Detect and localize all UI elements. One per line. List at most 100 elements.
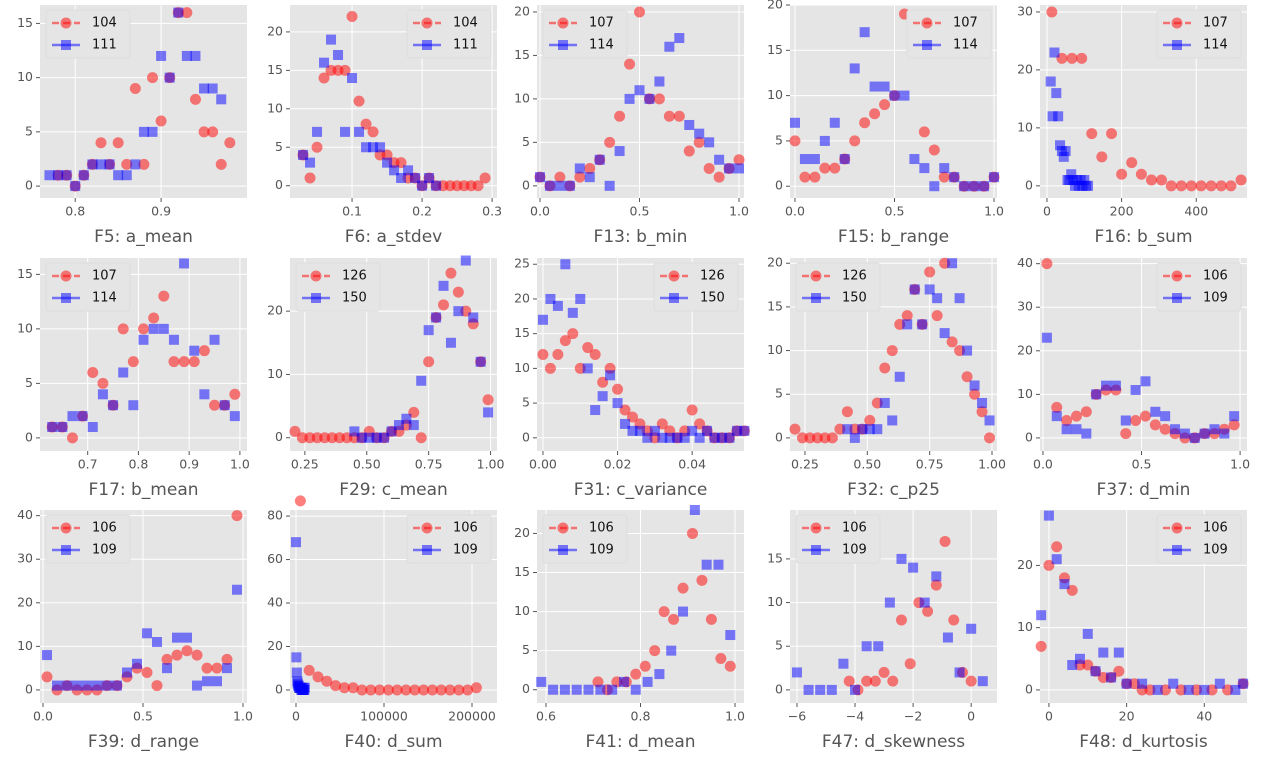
marker xyxy=(849,135,861,147)
legend-marker xyxy=(311,293,321,303)
marker xyxy=(624,58,636,70)
x-tick-label: 0 xyxy=(1043,204,1051,219)
marker xyxy=(575,293,586,304)
marker xyxy=(884,597,895,608)
marker xyxy=(198,345,210,357)
marker xyxy=(724,163,735,174)
marker xyxy=(1058,151,1069,162)
marker xyxy=(70,181,81,192)
marker xyxy=(544,180,555,191)
marker xyxy=(922,605,934,617)
marker xyxy=(859,117,871,129)
marker xyxy=(861,675,873,687)
marker xyxy=(1229,411,1240,422)
marker xyxy=(1185,180,1197,192)
y-tick-label: 0 xyxy=(275,177,283,192)
marker xyxy=(614,110,626,122)
marker xyxy=(942,632,953,643)
marker xyxy=(895,614,907,626)
marker xyxy=(1160,411,1171,422)
marker xyxy=(127,356,139,368)
y-tick-label: 15 xyxy=(17,266,33,281)
marker xyxy=(803,684,814,695)
marker xyxy=(1189,432,1200,443)
marker xyxy=(423,356,435,368)
marker xyxy=(954,667,965,678)
marker xyxy=(375,142,386,153)
y-tick-label: 10 xyxy=(1017,386,1033,401)
marker xyxy=(614,146,625,157)
legend-label: 114 xyxy=(589,38,614,53)
marker xyxy=(658,606,670,618)
legend-box xyxy=(795,262,881,312)
marker xyxy=(1106,672,1117,683)
legend-marker xyxy=(557,17,569,29)
marker xyxy=(95,137,107,149)
x-tick-label: −6 xyxy=(788,709,806,724)
marker xyxy=(182,632,192,643)
legend-marker xyxy=(1172,40,1182,50)
x-axis-label: F31: c_variance xyxy=(574,480,708,500)
marker xyxy=(713,171,725,183)
x-axis-label: F32: c_p25 xyxy=(847,480,940,500)
marker xyxy=(129,82,141,94)
marker xyxy=(367,126,379,138)
marker xyxy=(1051,411,1062,422)
marker xyxy=(172,632,182,643)
legend-box xyxy=(45,262,131,312)
marker xyxy=(382,684,394,696)
marker xyxy=(583,684,594,695)
marker xyxy=(969,380,980,391)
marker xyxy=(703,162,715,174)
marker xyxy=(92,680,102,691)
marker xyxy=(118,367,129,378)
marker xyxy=(939,163,950,174)
marker xyxy=(1061,424,1072,435)
marker xyxy=(1080,406,1092,418)
marker xyxy=(354,126,365,137)
y-tick-label: 20 xyxy=(17,594,33,609)
marker xyxy=(946,336,958,348)
marker xyxy=(1097,671,1109,683)
x-tick-label: 0.50 xyxy=(353,457,381,472)
marker xyxy=(82,680,92,691)
marker xyxy=(97,377,109,389)
marker xyxy=(843,675,855,687)
marker xyxy=(319,57,330,68)
marker xyxy=(188,356,200,368)
legend-box xyxy=(45,514,131,564)
marker xyxy=(311,141,323,153)
marker xyxy=(312,671,324,683)
marker xyxy=(918,126,930,138)
marker xyxy=(333,49,344,60)
y-tick-label: 0 xyxy=(522,177,530,192)
marker xyxy=(644,93,655,104)
marker xyxy=(849,432,860,443)
marker xyxy=(582,363,593,374)
legend-label: 126 xyxy=(342,269,367,284)
legend-label: 106 xyxy=(1203,521,1228,536)
marker xyxy=(559,684,570,695)
marker xyxy=(1230,684,1241,695)
legend-box xyxy=(295,262,381,312)
marker xyxy=(1061,415,1073,427)
marker xyxy=(426,684,438,696)
marker xyxy=(66,432,78,444)
x-tick-label: 400 xyxy=(1184,204,1208,219)
marker xyxy=(365,684,377,696)
x-tick-label: 0.8 xyxy=(128,457,148,472)
marker xyxy=(299,682,310,693)
x-tick-label: 0.5 xyxy=(1132,457,1152,472)
marker xyxy=(1149,419,1161,431)
marker xyxy=(340,126,351,137)
marker xyxy=(1036,610,1047,621)
marker xyxy=(809,171,821,183)
legend-box xyxy=(45,9,131,59)
marker xyxy=(1070,410,1082,422)
legend-box xyxy=(795,514,881,564)
legend-marker xyxy=(810,522,822,534)
